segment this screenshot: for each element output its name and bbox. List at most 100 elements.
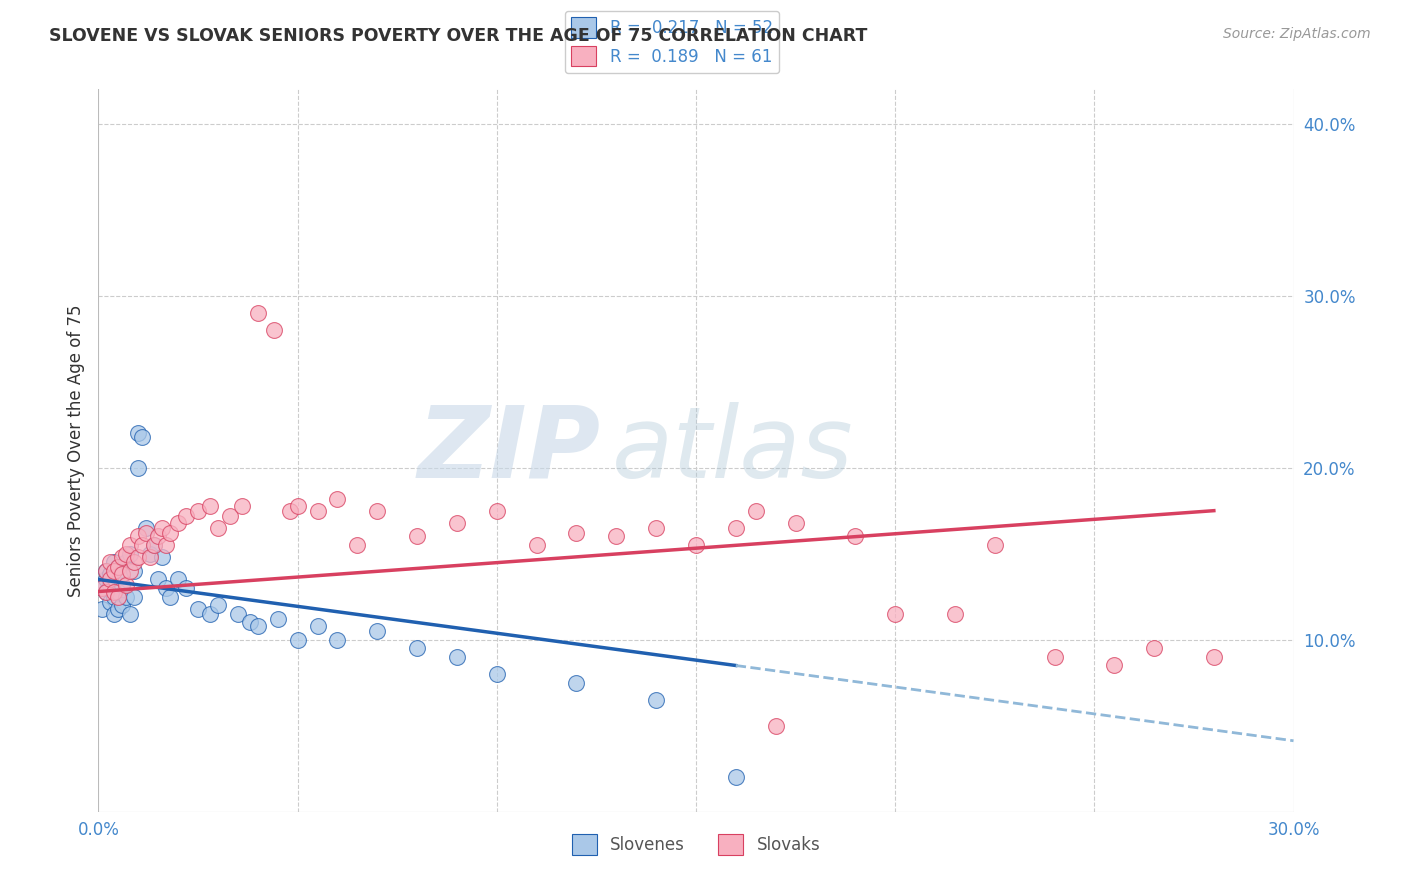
Point <box>984 538 1007 552</box>
Point <box>174 581 197 595</box>
Point <box>103 564 125 578</box>
Point <box>219 508 242 523</box>
Point <box>131 430 153 444</box>
Point <box>103 607 125 621</box>
Point <box>844 529 866 543</box>
Point <box>98 577 122 591</box>
Point <box>91 581 114 595</box>
Point <box>1202 649 1225 664</box>
Point <box>124 564 146 578</box>
Point <box>785 516 807 530</box>
Point <box>98 555 122 569</box>
Point <box>107 560 129 574</box>
Point <box>745 503 768 517</box>
Point <box>143 538 166 552</box>
Point <box>246 619 269 633</box>
Point <box>526 538 548 552</box>
Point <box>565 675 588 690</box>
Point <box>207 521 229 535</box>
Point <box>139 550 162 565</box>
Y-axis label: Seniors Poverty Over the Age of 75: Seniors Poverty Over the Age of 75 <box>66 304 84 597</box>
Point <box>326 632 349 647</box>
Point <box>406 641 429 656</box>
Point <box>485 503 508 517</box>
Point <box>96 573 118 587</box>
Point <box>111 567 134 582</box>
Point <box>135 526 157 541</box>
Point <box>198 499 221 513</box>
Point <box>1143 641 1166 656</box>
Legend: Slovenes, Slovaks: Slovenes, Slovaks <box>565 828 827 861</box>
Point <box>120 564 142 578</box>
Point <box>485 667 508 681</box>
Point <box>278 503 301 517</box>
Point <box>366 624 388 639</box>
Point <box>107 601 129 615</box>
Point <box>287 499 309 513</box>
Point <box>120 607 142 621</box>
Point <box>685 538 707 552</box>
Point <box>115 555 138 569</box>
Point <box>111 567 134 582</box>
Point <box>103 584 125 599</box>
Point <box>107 584 129 599</box>
Point <box>943 607 966 621</box>
Point <box>127 550 149 565</box>
Point <box>159 590 181 604</box>
Point <box>127 426 149 441</box>
Point <box>127 529 149 543</box>
Point <box>139 547 162 561</box>
Point <box>446 649 468 664</box>
Point <box>103 555 125 569</box>
Point <box>111 599 134 613</box>
Point <box>263 323 285 337</box>
Point <box>150 521 173 535</box>
Point <box>150 550 173 565</box>
Point <box>287 632 309 647</box>
Point <box>91 601 114 615</box>
Point <box>307 619 329 633</box>
Point <box>115 590 138 604</box>
Point <box>239 615 262 630</box>
Point <box>231 499 253 513</box>
Point <box>198 607 221 621</box>
Point <box>91 581 114 595</box>
Point <box>446 516 468 530</box>
Point <box>605 529 627 543</box>
Point <box>148 529 170 543</box>
Point <box>246 306 269 320</box>
Point <box>96 564 118 578</box>
Point <box>120 547 142 561</box>
Point <box>148 573 170 587</box>
Text: SLOVENE VS SLOVAK SENIORS POVERTY OVER THE AGE OF 75 CORRELATION CHART: SLOVENE VS SLOVAK SENIORS POVERTY OVER T… <box>49 27 868 45</box>
Point <box>111 550 134 565</box>
Point <box>565 526 588 541</box>
Point <box>187 601 209 615</box>
Point <box>135 521 157 535</box>
Point <box>207 599 229 613</box>
Point <box>124 590 146 604</box>
Point <box>765 719 787 733</box>
Point <box>96 584 118 599</box>
Point <box>174 508 197 523</box>
Point <box>98 567 122 582</box>
Point <box>98 595 122 609</box>
Point <box>226 607 249 621</box>
Point <box>96 584 118 599</box>
Point <box>124 555 146 569</box>
Point <box>645 693 668 707</box>
Point <box>346 538 368 552</box>
Point <box>1043 649 1066 664</box>
Point <box>159 526 181 541</box>
Point <box>1104 658 1126 673</box>
Point <box>155 581 177 595</box>
Point <box>103 590 125 604</box>
Point <box>115 547 138 561</box>
Point <box>155 538 177 552</box>
Point <box>267 612 290 626</box>
Point <box>724 521 747 535</box>
Point <box>167 516 190 530</box>
Point <box>326 491 349 506</box>
Point <box>187 503 209 517</box>
Point <box>307 503 329 517</box>
